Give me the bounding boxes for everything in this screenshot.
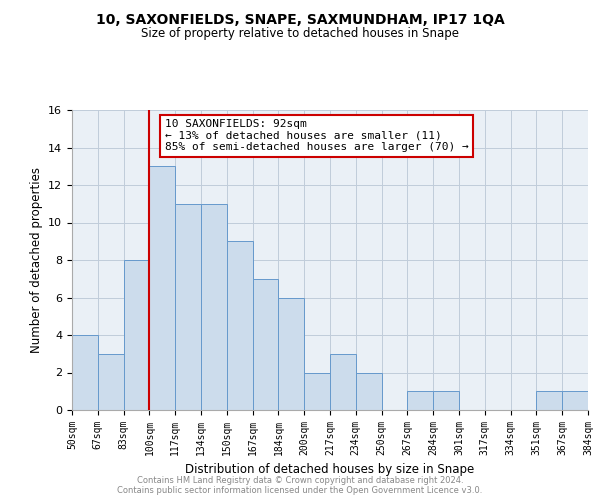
Bar xyxy=(407,391,433,410)
Bar xyxy=(278,298,304,410)
Text: 10, SAXONFIELDS, SNAPE, SAXMUNDHAM, IP17 1QA: 10, SAXONFIELDS, SNAPE, SAXMUNDHAM, IP17… xyxy=(95,12,505,26)
Text: Contains HM Land Registry data © Crown copyright and database right 2024.
Contai: Contains HM Land Registry data © Crown c… xyxy=(118,476,482,495)
X-axis label: Distribution of detached houses by size in Snape: Distribution of detached houses by size … xyxy=(185,464,475,476)
Y-axis label: Number of detached properties: Number of detached properties xyxy=(29,167,43,353)
Bar xyxy=(98,354,124,410)
Text: 10 SAXONFIELDS: 92sqm
← 13% of detached houses are smaller (11)
85% of semi-deta: 10 SAXONFIELDS: 92sqm ← 13% of detached … xyxy=(165,119,469,152)
Bar xyxy=(72,335,98,410)
Bar xyxy=(227,242,253,410)
Bar xyxy=(253,279,278,410)
Bar xyxy=(149,166,175,410)
Bar xyxy=(201,204,227,410)
Bar xyxy=(175,204,201,410)
Bar xyxy=(356,372,382,410)
Bar xyxy=(562,391,588,410)
Bar xyxy=(330,354,356,410)
Bar xyxy=(304,372,330,410)
Bar xyxy=(433,391,459,410)
Text: Size of property relative to detached houses in Snape: Size of property relative to detached ho… xyxy=(141,28,459,40)
Bar xyxy=(536,391,562,410)
Bar xyxy=(124,260,149,410)
